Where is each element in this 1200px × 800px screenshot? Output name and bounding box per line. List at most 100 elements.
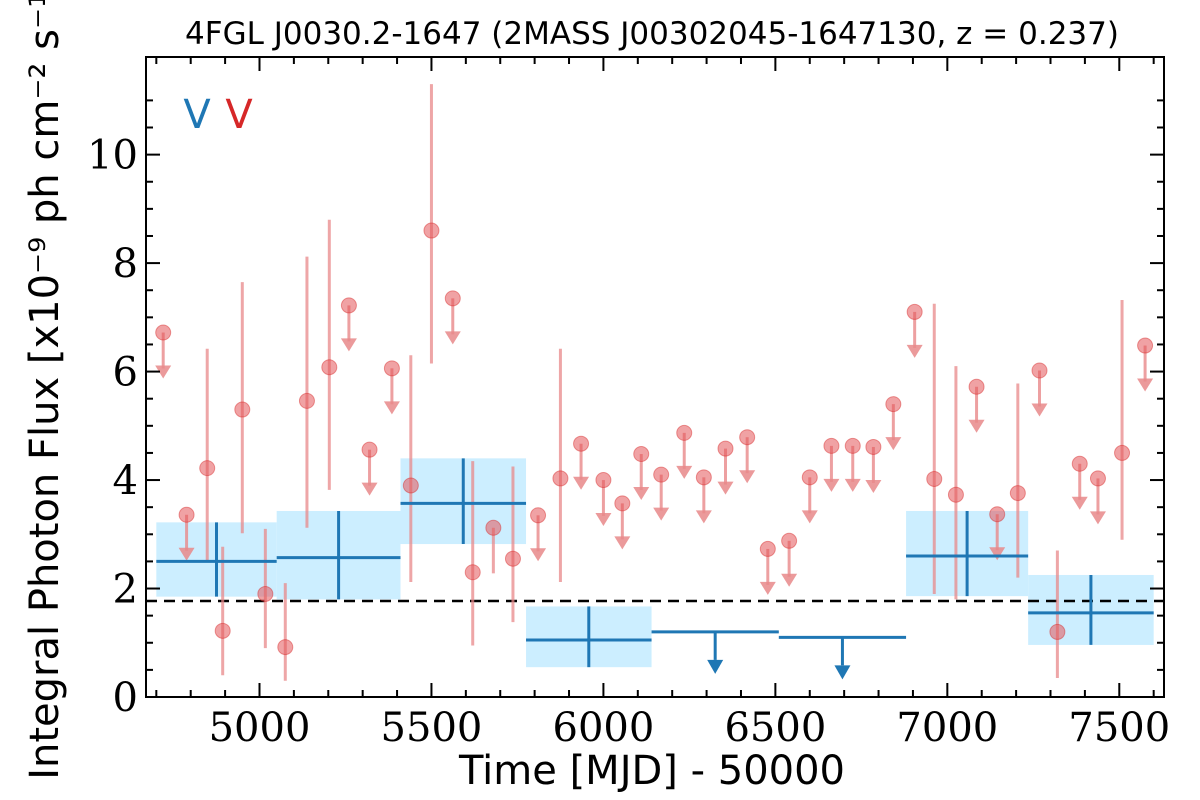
- short-bin-upper-limit-arrow: [676, 465, 693, 479]
- short-bin-point: [1049, 623, 1066, 640]
- short-bin-upper-limit-point: [801, 469, 818, 486]
- short-bin-upper-limit-arrow: [178, 547, 195, 561]
- short-bin-upper-limit-point: [781, 532, 798, 549]
- short-bin-upper-limit-arrow: [1071, 496, 1088, 510]
- short-bin-upper-limit-point: [739, 429, 756, 446]
- short-bin-point: [926, 470, 943, 487]
- short-bin-upper-limit-point: [717, 440, 734, 457]
- short-bin-upper-limit-arrow: [340, 338, 357, 352]
- short-bin-point: [485, 519, 502, 536]
- y-tick-label: 0: [113, 675, 138, 721]
- short-bin-upper-limit-arrow: [155, 365, 172, 379]
- short-bin-upper-limit-point: [1031, 362, 1048, 379]
- short-bin-point: [552, 470, 569, 487]
- short-bin-upper-limit-arrow: [1137, 378, 1154, 392]
- short-bin-upper-limit-point: [530, 507, 547, 524]
- short-bin-upper-limit-point: [989, 506, 1006, 523]
- short-bin-point: [464, 564, 481, 581]
- y-tick-label: 10: [87, 133, 138, 179]
- short-bin-upper-limit-arrow: [885, 437, 902, 451]
- short-bin-point: [504, 550, 521, 567]
- y-tick-label: 2: [113, 567, 138, 613]
- short-bin-upper-limit-arrow: [383, 401, 400, 415]
- short-bin-upper-limit-point: [178, 506, 195, 523]
- short-bin-upper-limit-arrow: [614, 536, 631, 550]
- short-bin-point: [321, 359, 338, 376]
- x-tick-label: 6000: [553, 705, 655, 751]
- y-tick-label: 4: [113, 458, 138, 504]
- legend-entry: V: [183, 92, 211, 138]
- short-bin-upper-limit-arrow: [361, 482, 378, 496]
- x-tick-label: 5500: [381, 705, 483, 751]
- short-bin-upper-limit-arrow: [968, 419, 985, 433]
- short-bin-upper-limit-point: [1089, 470, 1106, 487]
- short-bin-point: [298, 392, 315, 409]
- plot-area: 5000 5500 6000 6500 7000 7500 0 2 4 6 8 10 V V: [87, 56, 1170, 751]
- short-bin-point: [1114, 444, 1131, 461]
- short-bin-point: [234, 401, 251, 418]
- short-bin-upper-limit-arrow: [717, 481, 734, 495]
- short-bin-upper-limit-point: [759, 540, 776, 557]
- x-tick-label: 6500: [724, 705, 826, 751]
- short-bin-upper-limit-arrow: [530, 548, 547, 562]
- short-bin-upper-limit-point: [823, 437, 840, 454]
- short-bin-upper-limit-point: [383, 360, 400, 377]
- y-tick-label: 8: [113, 241, 138, 287]
- axes-frame: [145, 56, 1165, 698]
- short-bin-upper-limit-arrow: [444, 331, 461, 345]
- short-bin-upper-limit-point: [844, 437, 861, 454]
- long-bin-upper-limit-arrow: [834, 665, 851, 680]
- short-bin-upper-limit-arrow: [1089, 511, 1106, 525]
- short-bin-upper-limit-point: [573, 435, 590, 452]
- short-bin-upper-limit-arrow: [865, 479, 882, 493]
- x-tick-label: 7000: [896, 705, 998, 751]
- short-bin-upper-limit-point: [444, 290, 461, 307]
- short-bin-upper-limit-arrow: [695, 510, 712, 524]
- short-bin-upper-limit-arrow: [595, 513, 612, 527]
- legend-entry: V: [225, 92, 253, 138]
- short-bin-point: [199, 460, 216, 477]
- short-bin-upper-limit-arrow: [989, 547, 1006, 561]
- short-bin-upper-limit-point: [595, 472, 612, 489]
- short-bin-upper-limit-point: [614, 495, 631, 512]
- short-bin-upper-limit-point: [676, 424, 693, 441]
- short-bin-point: [257, 585, 274, 602]
- short-bin-upper-limit-point: [968, 378, 985, 395]
- short-bin-upper-limit-arrow: [823, 478, 840, 492]
- short-bin-upper-limit-point: [695, 469, 712, 486]
- short-bin-upper-limit-point: [340, 297, 357, 314]
- short-bin-point: [277, 639, 294, 656]
- short-bin-upper-limit-point: [865, 438, 882, 455]
- short-bin-point: [1009, 485, 1026, 502]
- short-bin-upper-limit-point: [155, 324, 172, 341]
- short-bin-upper-limit-arrow: [653, 507, 670, 521]
- y-axis-label: Integral Photon Flux [x10⁻⁹ ph cm⁻² s⁻¹]: [22, 0, 68, 780]
- short-bin-upper-limit-arrow: [633, 487, 650, 501]
- short-bin-upper-limit-point: [885, 396, 902, 413]
- short-bin-upper-limit-arrow: [906, 344, 923, 358]
- x-tick-label: 7500: [1068, 705, 1170, 751]
- short-bin-point: [214, 622, 231, 639]
- short-bin-upper-limit-arrow: [759, 581, 776, 595]
- short-bin-upper-limit-point: [1137, 337, 1154, 354]
- short-bin-upper-limit-arrow: [781, 573, 798, 587]
- short-bin-upper-limit-arrow: [801, 510, 818, 524]
- short-bin-upper-limit-arrow: [573, 476, 590, 490]
- short-bin-upper-limit-point: [1071, 455, 1088, 472]
- short-bin-upper-limit-arrow: [844, 478, 861, 492]
- short-bin-upper-limit-arrow: [1031, 403, 1048, 417]
- y-tick-label: 6: [113, 350, 138, 396]
- short-bin-upper-limit-point: [633, 446, 650, 463]
- x-tick-label: 5000: [209, 705, 311, 751]
- short-bin-point: [947, 486, 964, 503]
- short-bin-upper-limit-point: [361, 441, 378, 458]
- x-axis-label: Time [MJD] - 50000: [458, 748, 845, 794]
- chart-title: 4FGL J0030.2-1647 (2MASS J00302045-16471…: [185, 16, 1119, 52]
- short-bin-upper-limit-point: [906, 303, 923, 320]
- short-bin-point: [402, 477, 419, 494]
- short-bin-upper-limit-point: [653, 466, 670, 483]
- short-bin-point: [423, 222, 440, 239]
- long-bin-upper-limit-arrow: [707, 659, 724, 674]
- short-bin-upper-limit-arrow: [739, 470, 756, 484]
